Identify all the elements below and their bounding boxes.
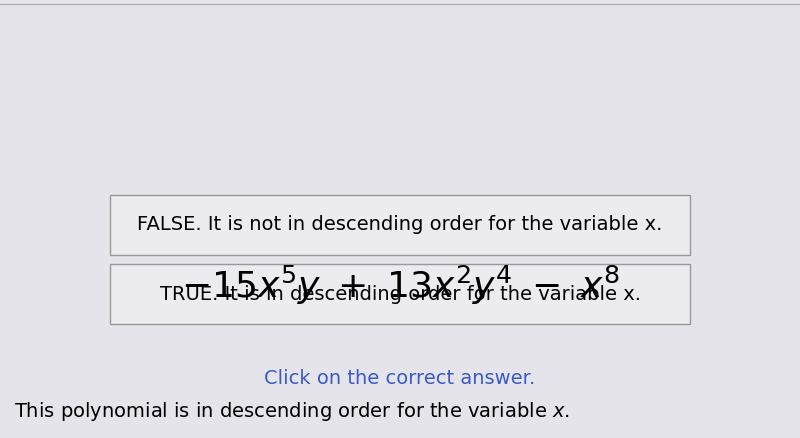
FancyBboxPatch shape [110,195,690,255]
Text: $-15x^{5}y\ +\ 13x^{2}y^{4}\ -\ x^{8}$: $-15x^{5}y\ +\ 13x^{2}y^{4}\ -\ x^{8}$ [181,263,619,307]
Text: TRUE. It is in descending order for the variable x.: TRUE. It is in descending order for the … [159,285,641,304]
FancyBboxPatch shape [110,264,690,324]
Text: This polynomial is in descending order for the variable $\mathit{x}$.: This polynomial is in descending order f… [14,400,570,423]
Text: FALSE. It is not in descending order for the variable x.: FALSE. It is not in descending order for… [138,215,662,234]
Text: Click on the correct answer.: Click on the correct answer. [264,368,536,388]
